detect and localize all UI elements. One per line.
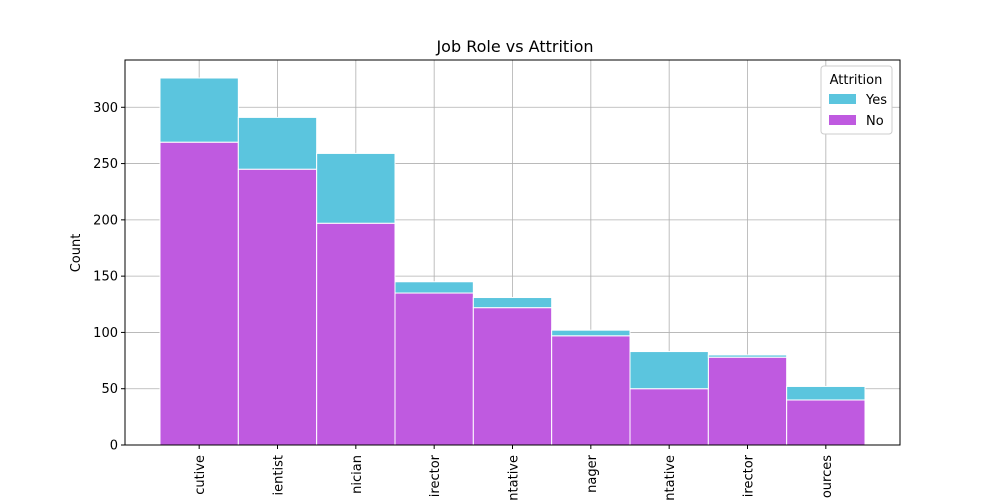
y-tick-label-6: 300: [93, 101, 118, 116]
bar-yes-1: [237, 116, 318, 170]
bars: [159, 77, 866, 446]
y-tick-label-5: 250: [93, 157, 118, 172]
legend: Attrition Yes No: [820, 65, 893, 135]
bar-yes-4: [472, 297, 553, 309]
y-tick-label-2: 100: [93, 326, 118, 341]
legend-title: Attrition: [830, 73, 883, 88]
y-axis-label: Count: [69, 234, 84, 273]
bar-no-4: [472, 307, 553, 446]
x-tick-label-6: ntative: [663, 455, 678, 500]
bar-no-1: [237, 168, 318, 446]
x-tick-label-2: nician: [350, 455, 365, 494]
y-tick-label-1: 50: [101, 382, 118, 397]
x-tick-label-0: cutive: [193, 455, 208, 495]
bar-no-2: [316, 222, 396, 446]
legend-label-no: No: [866, 114, 884, 129]
x-tick-label-8: ources: [820, 455, 835, 498]
bar-no-3: [394, 292, 474, 446]
x-axis: cutive ientist nician irector ntative nager nt…: [193, 445, 835, 500]
bar-yes-0: [159, 77, 239, 143]
y-tick-label-4: 200: [93, 213, 118, 228]
x-tick-label-4: ntative: [507, 455, 522, 500]
bar-no-0: [159, 141, 239, 446]
chart-title: Job Role vs Attrition: [435, 37, 593, 56]
x-tick-label-3: irector: [428, 454, 443, 497]
bar-yes-6: [629, 351, 709, 390]
bar-yes-8: [786, 385, 866, 401]
legend-swatch-yes: [829, 94, 856, 104]
y-tick-label-3: 150: [93, 270, 118, 285]
bar-no-6: [629, 388, 709, 446]
bar-no-5: [551, 335, 631, 446]
bar-no-7: [707, 356, 788, 446]
y-axis: 0 50 100 150 200 250 300: [93, 101, 125, 454]
x-tick-label-7: irector: [742, 454, 757, 497]
bar-yes-2: [316, 152, 396, 224]
bar-yes-7: [707, 354, 788, 358]
x-tick-label-1: ientist: [272, 455, 287, 495]
legend-label-yes: Yes: [865, 93, 887, 108]
y-tick-label-0: 0: [110, 439, 118, 454]
x-tick-label-5: nager: [585, 454, 600, 492]
bar-yes-3: [394, 281, 474, 294]
bar-no-8: [786, 399, 866, 446]
legend-swatch-no: [829, 115, 856, 125]
bar-yes-5: [551, 329, 631, 337]
